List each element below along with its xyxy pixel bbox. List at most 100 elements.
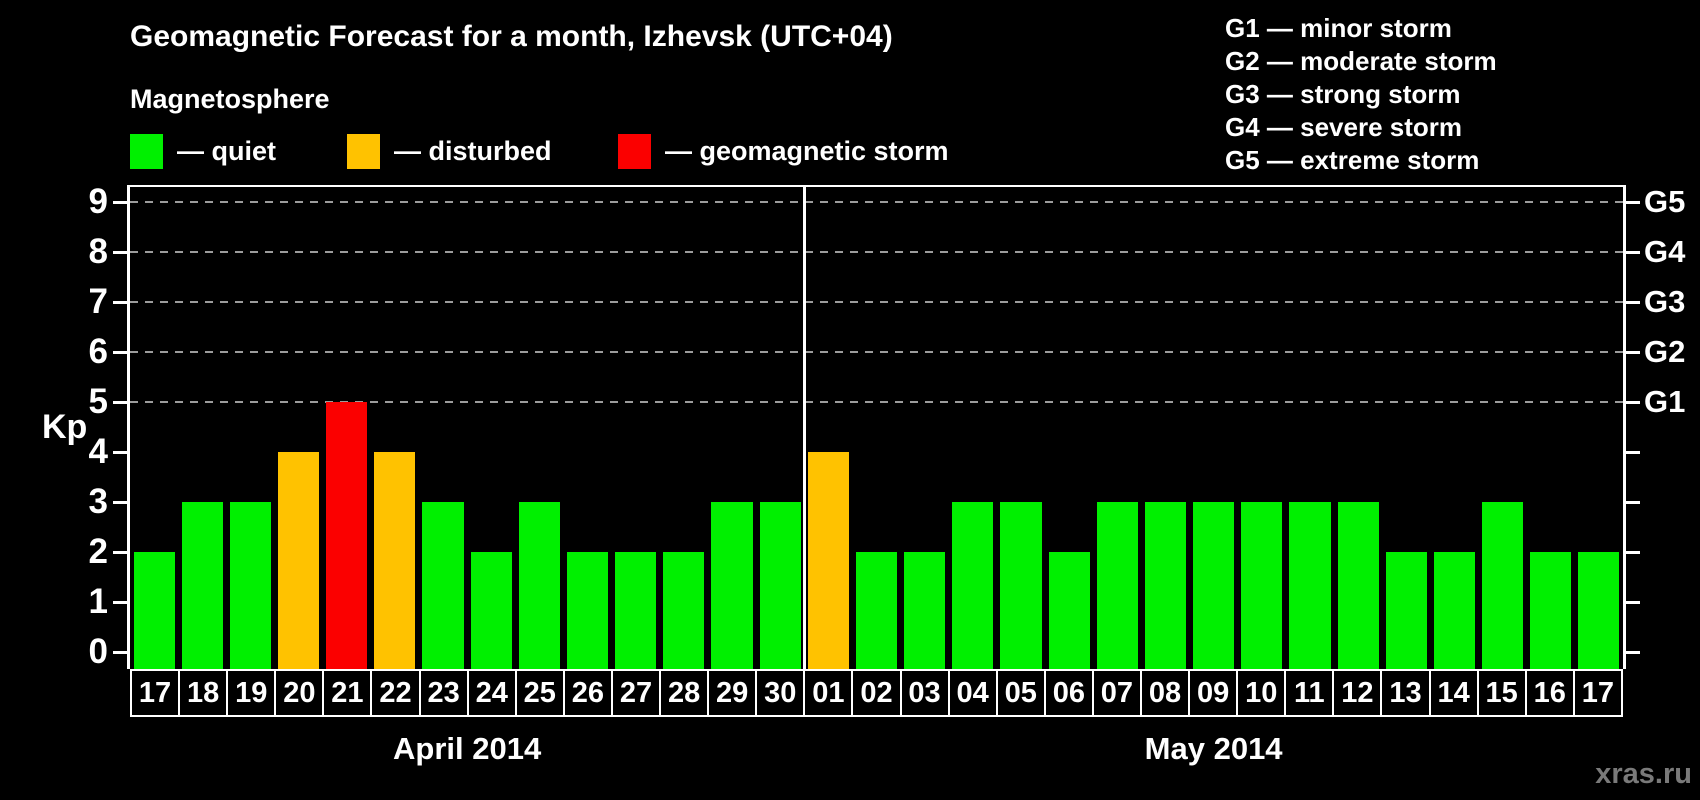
legend-item-quiet: — quiet	[130, 133, 276, 169]
kp-bar	[1096, 502, 1138, 669]
gridline-kp6	[130, 351, 1623, 353]
right-axis-line	[1623, 185, 1626, 669]
day-label: 06	[1046, 671, 1094, 715]
day-label: 03	[902, 671, 950, 715]
plot-area: Kp 0 1 2 3 4 5 6 7 8 9 G1 G2 G3 G4 G5	[42, 182, 1685, 671]
kp-bar	[229, 502, 271, 669]
day-label: 12	[1334, 671, 1383, 715]
legend-item-disturbed: — disturbed	[347, 133, 552, 169]
legend-label-storm: — geomagnetic storm	[665, 135, 949, 166]
month-label-april: April 2014	[393, 731, 542, 766]
g-tick-label: G2	[1644, 334, 1686, 369]
y-tick-label: 4	[88, 432, 108, 471]
right-axis-tick	[1626, 551, 1640, 554]
day-label: 20	[276, 671, 325, 715]
kp-bar	[711, 502, 753, 669]
kp-bar	[181, 502, 223, 669]
right-axis-tick	[1626, 451, 1640, 454]
right-axis-tick	[1626, 651, 1640, 654]
y-tick-label: 8	[88, 232, 108, 271]
chart-title: Geomagnetic Forecast for a month, Izhevs…	[130, 20, 893, 53]
kp-bar	[615, 552, 657, 669]
day-label: 24	[469, 671, 517, 715]
magnetosphere-label: Magnetosphere	[130, 84, 330, 114]
kp-bar	[952, 502, 994, 669]
y-tick-label: 0	[88, 632, 108, 671]
kp-bar	[1482, 502, 1524, 669]
kp-bar	[1433, 552, 1475, 669]
month-separator-line	[802, 185, 806, 669]
kp-bar	[1000, 502, 1042, 669]
watermark: xras.ru	[1595, 758, 1692, 790]
day-label: 07	[1094, 671, 1142, 715]
g-tick-label: G1	[1644, 384, 1686, 419]
left-axis-tick	[113, 251, 127, 254]
legend-label-quiet: — quiet	[177, 135, 276, 166]
kp-bar	[1144, 502, 1187, 669]
left-axis-tick	[113, 651, 127, 654]
gridline-kp9	[130, 201, 1623, 203]
y-tick-label: 2	[88, 532, 108, 571]
kp-bar	[422, 502, 464, 669]
left-axis-tick	[113, 351, 127, 354]
right-axis-tick	[1626, 501, 1640, 504]
right-axis-tick	[1626, 301, 1640, 304]
left-axis-tick	[113, 201, 127, 204]
kp-bar	[566, 552, 609, 669]
day-label: 29	[709, 671, 758, 715]
left-axis-tick	[113, 501, 127, 504]
y-tick-label: 6	[88, 332, 108, 371]
kp-bar	[1337, 502, 1379, 669]
kp-bar	[663, 552, 705, 669]
kp-bar	[807, 452, 849, 669]
kp-bar	[470, 552, 512, 669]
day-label: 26	[565, 671, 613, 715]
day-label: 28	[661, 671, 710, 715]
right-axis-tick	[1626, 601, 1640, 604]
y-tick-label: 9	[88, 182, 108, 221]
gridline-kp7	[130, 301, 1623, 303]
month-label-may: May 2014	[1144, 731, 1283, 766]
kp-bar	[759, 502, 801, 669]
kp-bar	[1385, 552, 1427, 669]
kp-bar	[326, 402, 368, 669]
g-tick-label: G3	[1644, 284, 1686, 319]
day-label: 23	[421, 671, 469, 715]
legend-label-disturbed: — disturbed	[394, 135, 552, 166]
day-label: 30	[757, 671, 806, 715]
right-axis-tick	[1626, 251, 1640, 254]
day-label: 11	[1286, 671, 1335, 715]
day-label: 25	[517, 671, 565, 715]
day-label: 15	[1479, 671, 1527, 715]
day-label: 21	[324, 671, 373, 715]
y-tick-label: 7	[88, 282, 108, 321]
day-label: 09	[1190, 671, 1239, 715]
kp-bar	[1241, 502, 1283, 669]
left-axis-tick	[113, 401, 127, 404]
g-legend-item: G4 — severe storm	[1225, 112, 1463, 142]
y-tick-label: 5	[88, 382, 108, 421]
day-label: 08	[1142, 671, 1191, 715]
y-tick-label: 3	[88, 482, 108, 521]
kp-bar	[1193, 502, 1235, 669]
g-tick-label: G4	[1644, 234, 1686, 269]
g-legend-item: G1 — minor storm	[1225, 13, 1452, 43]
day-axis-row: 17 18 19 20 21 22 23 24 25 26 27 28 29 30 01 02 03 04 05 06…	[130, 669, 1623, 717]
day-label: 18	[180, 671, 229, 715]
day-label: 22	[372, 671, 421, 715]
disturbed-color-swatch	[347, 133, 380, 169]
gridline-kp5	[130, 401, 1623, 403]
g-legend-item: G5 — extreme storm	[1225, 145, 1480, 175]
g-tick-label: G5	[1644, 184, 1686, 219]
kp-bar	[1048, 552, 1090, 669]
day-label: 10	[1238, 671, 1287, 715]
quiet-color-swatch	[130, 133, 163, 169]
day-label: 04	[950, 671, 998, 715]
y-axis-title: Kp	[42, 408, 88, 446]
day-label: 13	[1382, 671, 1431, 715]
day-label: 17	[1581, 676, 1614, 709]
kp-bar	[277, 452, 320, 669]
kp-bar	[133, 552, 175, 669]
kp-bar	[855, 552, 898, 669]
kp-bar	[1530, 552, 1572, 669]
